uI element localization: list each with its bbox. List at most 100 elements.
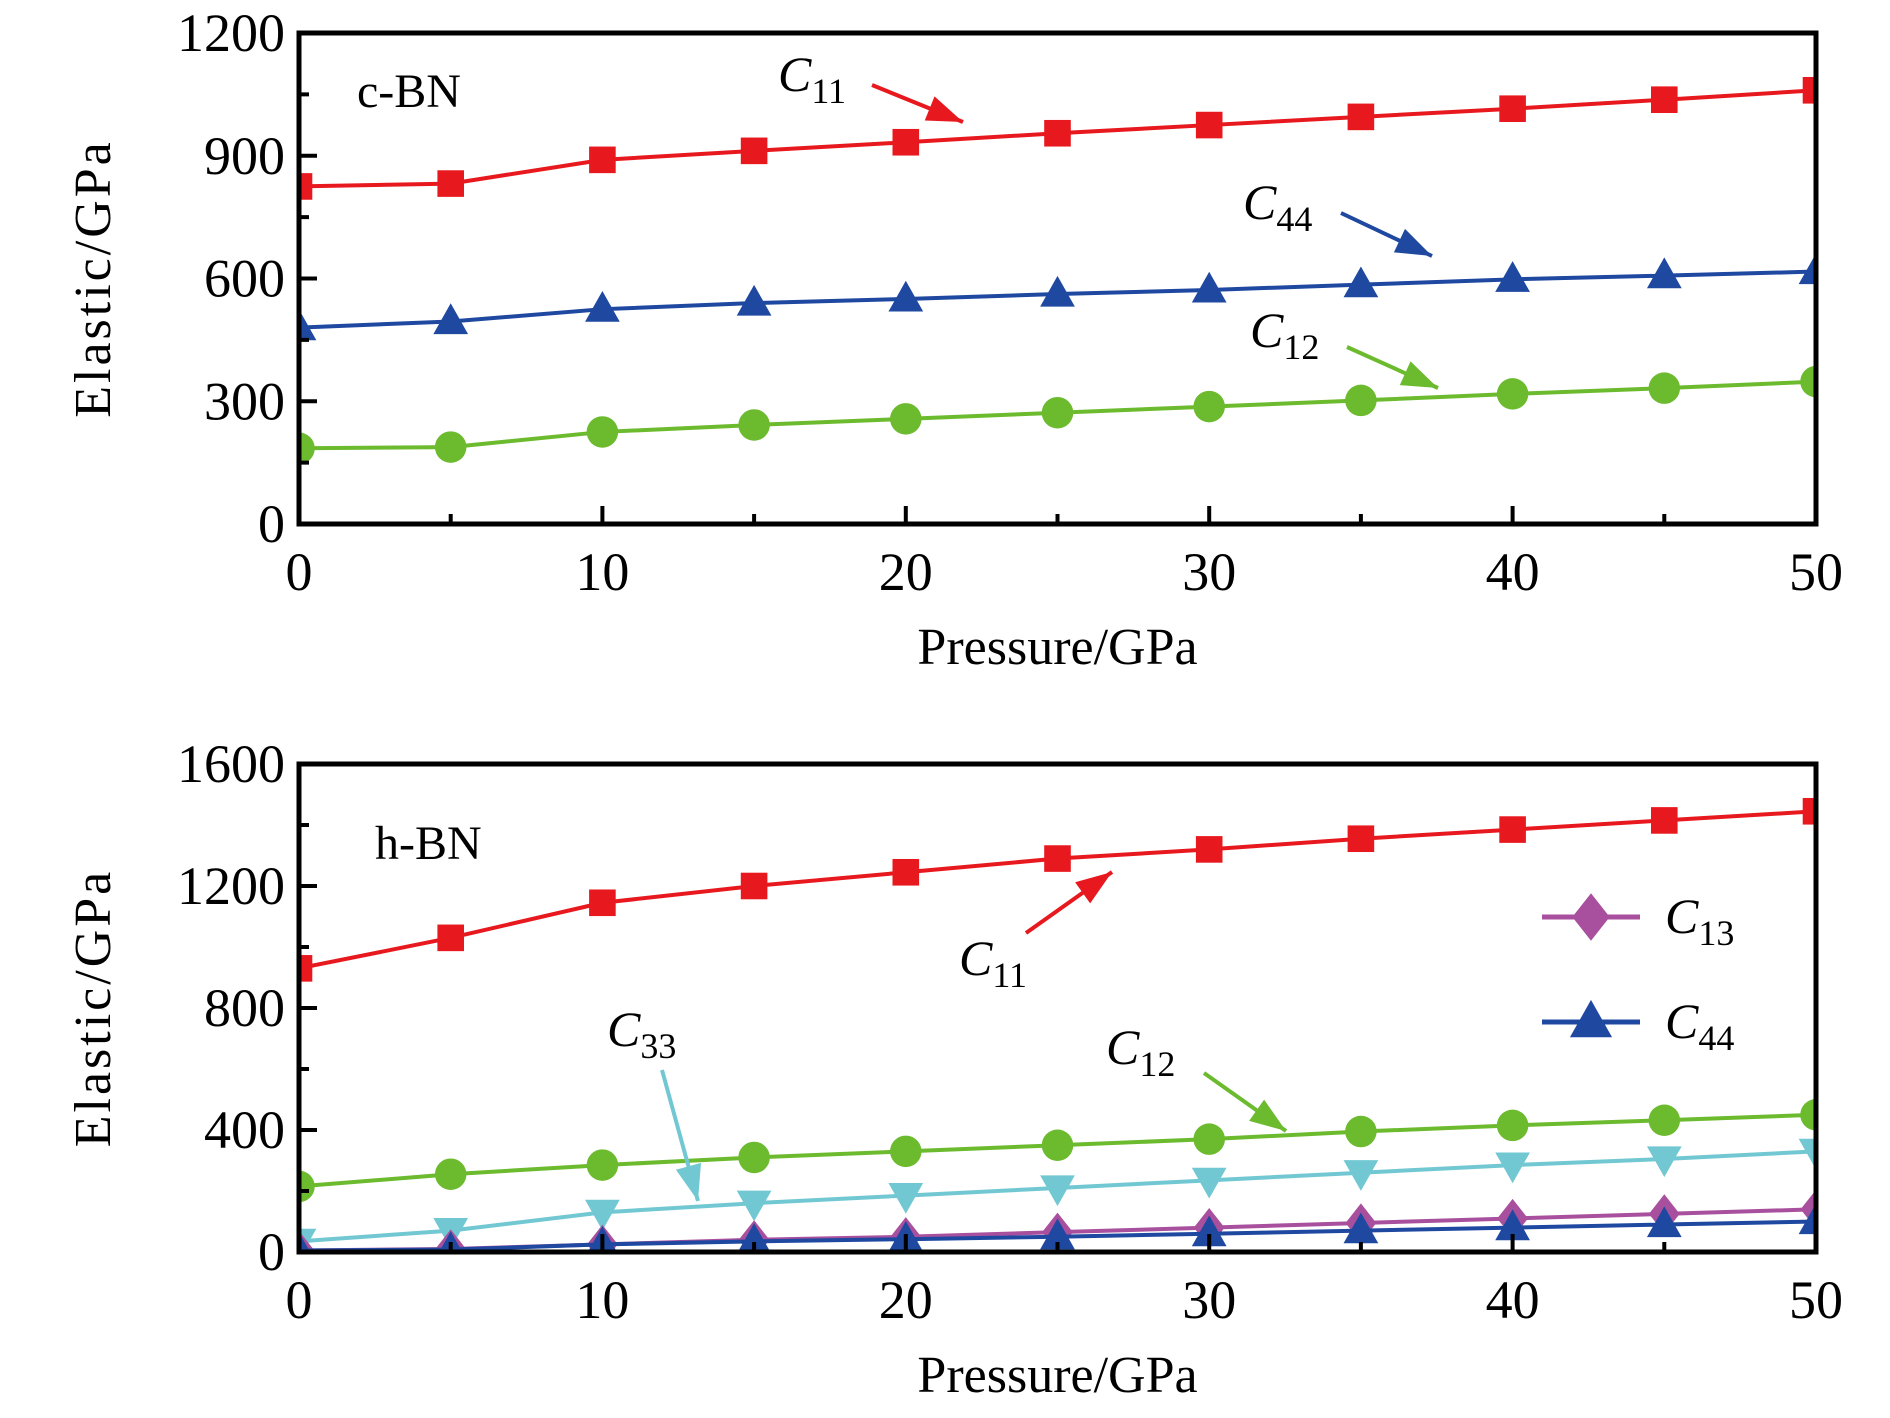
data-point-C11: [1044, 845, 1071, 872]
data-point-C11: [1651, 86, 1678, 113]
data-point-C44: [299, 309, 317, 341]
data-point-C12: [299, 1170, 315, 1203]
data-point-C11: [1347, 825, 1375, 853]
y-tick-label: 0: [258, 494, 285, 554]
x-tick-label: 20: [879, 1270, 933, 1330]
plot-frame: [296, 761, 1819, 1255]
data-point-C11: [1499, 95, 1526, 122]
data-point-C12: [1800, 1099, 1816, 1131]
data-point-C33: [1495, 1152, 1530, 1184]
data-point-C44: [1191, 271, 1227, 303]
data-point-C12: [1345, 384, 1377, 417]
plot-frame: [296, 30, 1819, 527]
y-tick-label: 0: [258, 1222, 285, 1282]
annotation-C33: C33: [607, 1001, 676, 1066]
data-point-C33: [1040, 1175, 1075, 1207]
data-point-C11: [1195, 111, 1223, 139]
data-point-C12: [1193, 1123, 1225, 1155]
data-point-C12: [1041, 1129, 1074, 1161]
data-point-C12: [1648, 1104, 1681, 1136]
legend-marker-C44: [1569, 999, 1613, 1038]
series-C44: [299, 253, 1816, 341]
series-C44: [299, 1203, 1816, 1252]
annotation-C12: C12: [1106, 1019, 1175, 1084]
data-point-C44: [1495, 1209, 1530, 1241]
data-point-C11: [589, 146, 616, 174]
legend-label-C13: C13: [1665, 888, 1734, 953]
data-point-C11: [740, 137, 768, 165]
y-axis-label: Elastic/GPa: [65, 869, 122, 1148]
y-tick-label: 300: [204, 371, 285, 431]
panel-c-BN: 0 300 600 900 1200 0 10 20 30 40 50 Pressure/GPa Ela…: [65, 3, 1843, 676]
data-point-C33: [888, 1182, 924, 1214]
annotation-C11: C11: [778, 46, 846, 111]
data-point-C11: [1347, 103, 1375, 131]
legend: C13 C44: [1542, 888, 1734, 1058]
data-point-C12: [1496, 378, 1529, 410]
series-C12: [299, 365, 1816, 465]
y-tick-label: 900: [204, 126, 285, 186]
data-point-C12: [1345, 1115, 1377, 1148]
data-point-C12: [299, 432, 315, 465]
data-point-C11: [1802, 76, 1816, 104]
x-axis-label: Pressure/GPa: [917, 1347, 1197, 1404]
data-point-C44: [1798, 253, 1816, 285]
y-tick-label: 1200: [177, 856, 285, 916]
y-tick-label: 400: [204, 1100, 285, 1160]
x-tick-label: 10: [575, 542, 629, 602]
data-point-C44: [439, 1231, 463, 1252]
data-point-C33: [1191, 1167, 1227, 1199]
data-point-C11: [299, 173, 313, 200]
data-point-C12: [738, 409, 770, 441]
data-point-C33: [1646, 1146, 1682, 1178]
data-point-C12: [1496, 1109, 1529, 1142]
annotation-C11: C11: [959, 930, 1027, 995]
data-point-C12: [890, 403, 922, 435]
annotation-arrow-C44-head: [1393, 228, 1432, 256]
panel-label: c-BN: [357, 65, 461, 118]
series-C12: [299, 1099, 1816, 1203]
x-tick-label: 20: [879, 542, 933, 602]
data-point-C44: [299, 1232, 311, 1252]
y-axis-label: Elastic/GPa: [65, 139, 122, 418]
series-C11: [299, 76, 1816, 200]
y-tick-label: 1200: [177, 3, 285, 63]
data-point-C12: [1800, 365, 1816, 398]
y-tick-label: 600: [204, 249, 285, 309]
data-point-C44: [1343, 1212, 1379, 1244]
data-point-C12: [890, 1135, 922, 1168]
annotation-arrow-C12-head: [1249, 1099, 1286, 1131]
data-point-C12: [434, 1158, 467, 1190]
annotation-arrow-C12-head: [1399, 361, 1438, 388]
y-tick-label: 800: [204, 978, 285, 1038]
data-point-C12: [738, 1141, 770, 1174]
x-axis-label: Pressure/GPa: [917, 619, 1197, 676]
data-point-C44: [1646, 257, 1682, 289]
x-tick-label: 30: [1182, 542, 1236, 602]
data-point-C33: [1798, 1138, 1816, 1170]
annotation-arrow-C11-head: [924, 96, 963, 122]
data-point-C44: [1191, 1215, 1227, 1247]
data-point-C12: [1648, 372, 1681, 404]
data-point-C44: [1040, 1218, 1075, 1250]
data-point-C44: [433, 303, 469, 335]
data-point-C12: [586, 416, 619, 448]
series-C11: [299, 797, 1816, 982]
data-point-C11: [1651, 807, 1678, 834]
data-point-C11: [892, 858, 920, 886]
data-point-C44: [1040, 275, 1075, 307]
x-tick-label: 50: [1789, 1270, 1843, 1330]
data-point-C33: [585, 1199, 620, 1231]
plot-area: [299, 76, 1816, 465]
annotation-C44: C44: [1243, 174, 1312, 239]
data-point-C44: [1343, 266, 1379, 298]
panel-h-BN: 0 400 800 1200 1600 0 10 20 30 40 50 Pressure/GPa El…: [65, 734, 1843, 1404]
series-C33: [299, 1138, 1816, 1252]
data-point-C11: [589, 889, 616, 917]
data-point-C44: [1495, 261, 1530, 292]
annotation-arrow-C33-head: [675, 1162, 701, 1201]
data-point-C11: [892, 128, 920, 156]
x-tick-label: 0: [286, 1270, 313, 1330]
data-point-C12: [586, 1149, 619, 1181]
